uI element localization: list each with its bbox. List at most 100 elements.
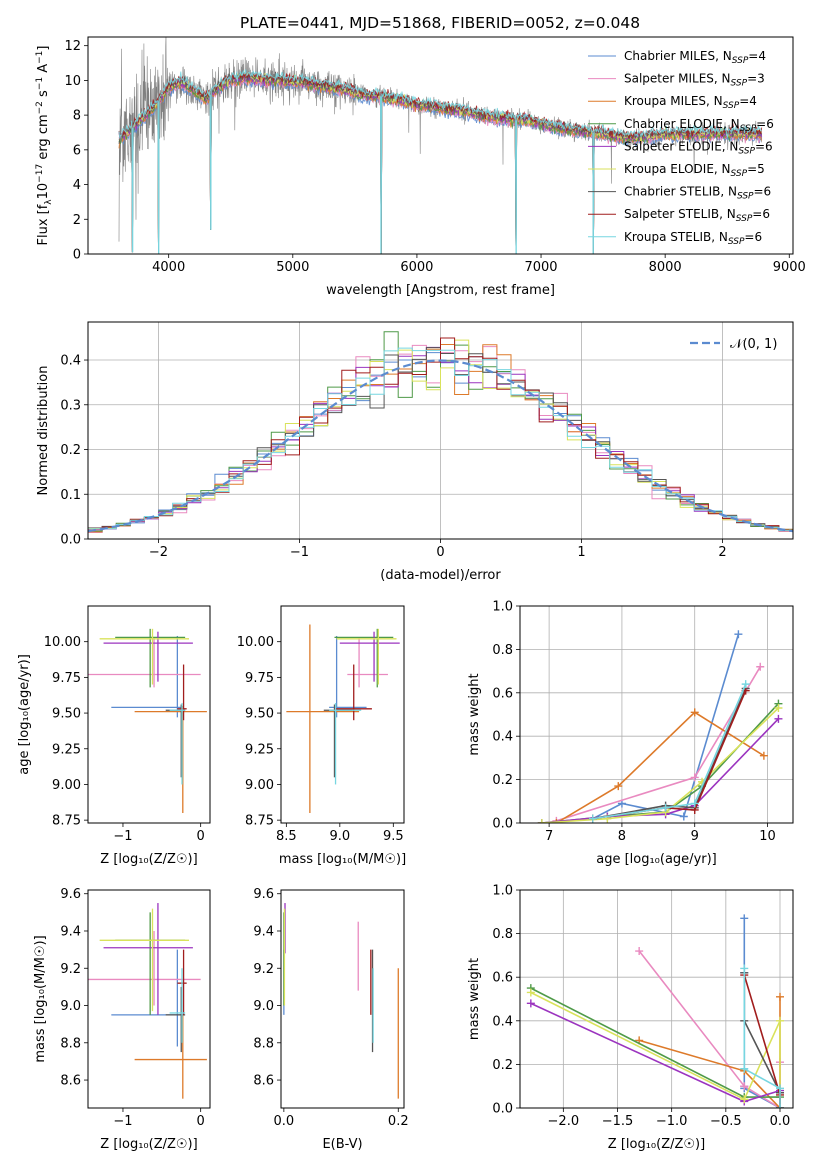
series-line-salpeter_miles	[556, 666, 761, 822]
spectrum-ylabel: Flux [fλ10−17 erg cm−2 s−1 A−1]	[35, 46, 54, 246]
age_vs_z-ylabel: age [log₁₀(age/yr)]	[17, 654, 32, 775]
plot-area	[118, 37, 763, 254]
y-tick-label: 10.00	[44, 635, 81, 650]
x-tick-label: 1	[577, 545, 585, 560]
normal-curve	[88, 359, 793, 533]
y-tick-label: 10.00	[237, 635, 274, 650]
axes-frame	[87, 889, 211, 1109]
y-tick-label: 0.1	[60, 488, 81, 503]
x-tick-label: −1.0	[656, 1114, 688, 1129]
x-tick-label: 9.0	[329, 829, 350, 844]
age-vs-mass-panel: 8.5 9.0 9.5 8.75 9.00 9.25 9.50 9.75 10.00 mass […	[237, 605, 406, 867]
series-line-kroupa_stelib	[743, 968, 781, 1108]
legend-value: =3	[747, 72, 765, 86]
legend-value: =6	[756, 117, 774, 131]
point-marker-kroupa_elodie	[537, 819, 546, 823]
y-tick-label: 0.2	[492, 1058, 513, 1073]
y-tick-label: 0.4	[492, 730, 513, 745]
y-tick-label: 9.50	[52, 707, 81, 722]
legend-value: =4	[739, 94, 757, 108]
x-tick-label: −1.5	[602, 1114, 634, 1129]
series-line-kroupa_elodie	[530, 991, 781, 1108]
weight_vs_z-xlabel: Z [log₁₀(Z/Z☉)]	[608, 1137, 705, 1152]
x-tick-label: 10	[759, 829, 776, 844]
point-marker-kroupa_stelib	[588, 814, 597, 823]
x-tick-label: 0	[197, 1114, 205, 1129]
x-tick-label: −1	[113, 829, 132, 844]
spectrum-panel: 4000 5000 6000 7000 8000 9000 0 2 4 6 8 10 12 PLATE=0…	[35, 14, 806, 298]
series-line-kroupa_miles	[555, 711, 765, 823]
plot-area	[537, 630, 783, 823]
legend-sub: SSP	[738, 146, 755, 156]
ylabel-part: A	[36, 64, 51, 77]
age_vs_mass-xlabel: mass [log₁₀(M/M☉)]	[279, 852, 406, 867]
y-tick-label: 4	[73, 178, 81, 193]
ylabel-part: −2	[35, 101, 45, 114]
y-tick-label: 0.4	[60, 354, 81, 369]
legend-name: Kroupa MILES, N	[624, 94, 723, 108]
x-tick-label: −0.5	[710, 1114, 742, 1129]
legend-label-chabrier_elodie: Chabrier ELODIE, NSSP=6	[624, 117, 774, 134]
y-tick-label: 9.75	[52, 671, 81, 686]
legend-label-kroupa_miles: Kroupa MILES, NSSP=4	[624, 94, 757, 111]
weight_vs_z-ylabel: mass weight	[467, 958, 482, 1040]
y-tick-label: 10	[64, 74, 81, 89]
y-tick-label: 2	[73, 213, 81, 228]
point-marker-kroupa_elodie	[776, 1016, 784, 1025]
series-line-chabrier_stelib	[592, 688, 747, 820]
plot-area	[286, 624, 400, 814]
point-marker-kroupa_stelib	[776, 1084, 784, 1093]
y-tick-label: 8.75	[52, 814, 81, 829]
y-tick-label: 9.25	[52, 742, 81, 757]
ylabel-part: erg cm	[36, 114, 51, 163]
point-marker-kroupa_miles	[690, 708, 699, 717]
x-tick-label: 0.0	[274, 1114, 295, 1129]
point-marker-kroupa_miles	[776, 992, 784, 1001]
series-line-salpeter_stelib	[592, 690, 747, 820]
y-tick-label: 8.6	[253, 1074, 274, 1089]
residuals-ylabel: Normed distribution	[36, 366, 51, 496]
y-tick-label: 0.3	[60, 398, 81, 413]
plot-area	[88, 903, 207, 1099]
legend-label-chabrier_miles: Chabrier MILES, NSSP=4	[624, 49, 766, 66]
y-tick-label: 9.6	[60, 887, 81, 902]
axes-frame	[280, 889, 405, 1109]
plot-area	[283, 903, 399, 1099]
ylabel-part: s	[36, 90, 51, 101]
axes-frame	[87, 36, 794, 255]
y-tick-label: 9.0	[253, 999, 274, 1014]
y-tick-label: 8	[73, 109, 81, 124]
x-tick-label: 7000	[524, 260, 557, 275]
residuals-xlabel: (data-model)/error	[380, 568, 501, 583]
point-marker-kroupa_miles	[614, 782, 623, 791]
model-spectrum-kroupa_stelib	[118, 69, 762, 254]
y-tick-label: 0.6	[492, 971, 513, 986]
x-tick-label: 7	[545, 829, 553, 844]
plot-area	[526, 914, 784, 1108]
legend-label-chabrier_stelib: Chabrier STELIB, NSSP=6	[624, 185, 771, 202]
x-tick-label: 5000	[276, 260, 309, 275]
point-marker-kroupa_miles	[552, 819, 561, 823]
y-tick-label: 0.2	[60, 443, 81, 458]
x-tick-label: 8.5	[276, 829, 297, 844]
ylabel-part: λ	[44, 199, 54, 205]
legend-value: =6	[744, 230, 762, 244]
x-tick-label: −2.0	[548, 1114, 580, 1129]
point-marker-chabrier_miles	[734, 630, 743, 639]
legend-sub: SSP	[740, 124, 757, 134]
y-tick-label: 0.0	[60, 533, 81, 548]
point-marker-kroupa_elodie	[526, 988, 535, 997]
y-tick-label: 1.0	[492, 884, 513, 899]
legend-name: Kroupa ELODIE, N	[624, 162, 731, 176]
legend-sub: SSP	[731, 79, 748, 89]
y-tick-label: 9.6	[253, 887, 274, 902]
ylabel-part: ]	[36, 46, 51, 51]
legend-name: Kroupa STELIB, N	[624, 230, 728, 244]
x-tick-label: 2	[718, 545, 726, 560]
histogram-kroupa_elodie	[88, 339, 793, 530]
legend-label-salpeter_stelib: Salpeter STELIB, NSSP=6	[624, 207, 770, 224]
y-tick-label: 0.0	[492, 1102, 513, 1117]
legend-sub: SSP	[723, 101, 740, 111]
legend-name: Chabrier MILES, N	[624, 49, 732, 63]
